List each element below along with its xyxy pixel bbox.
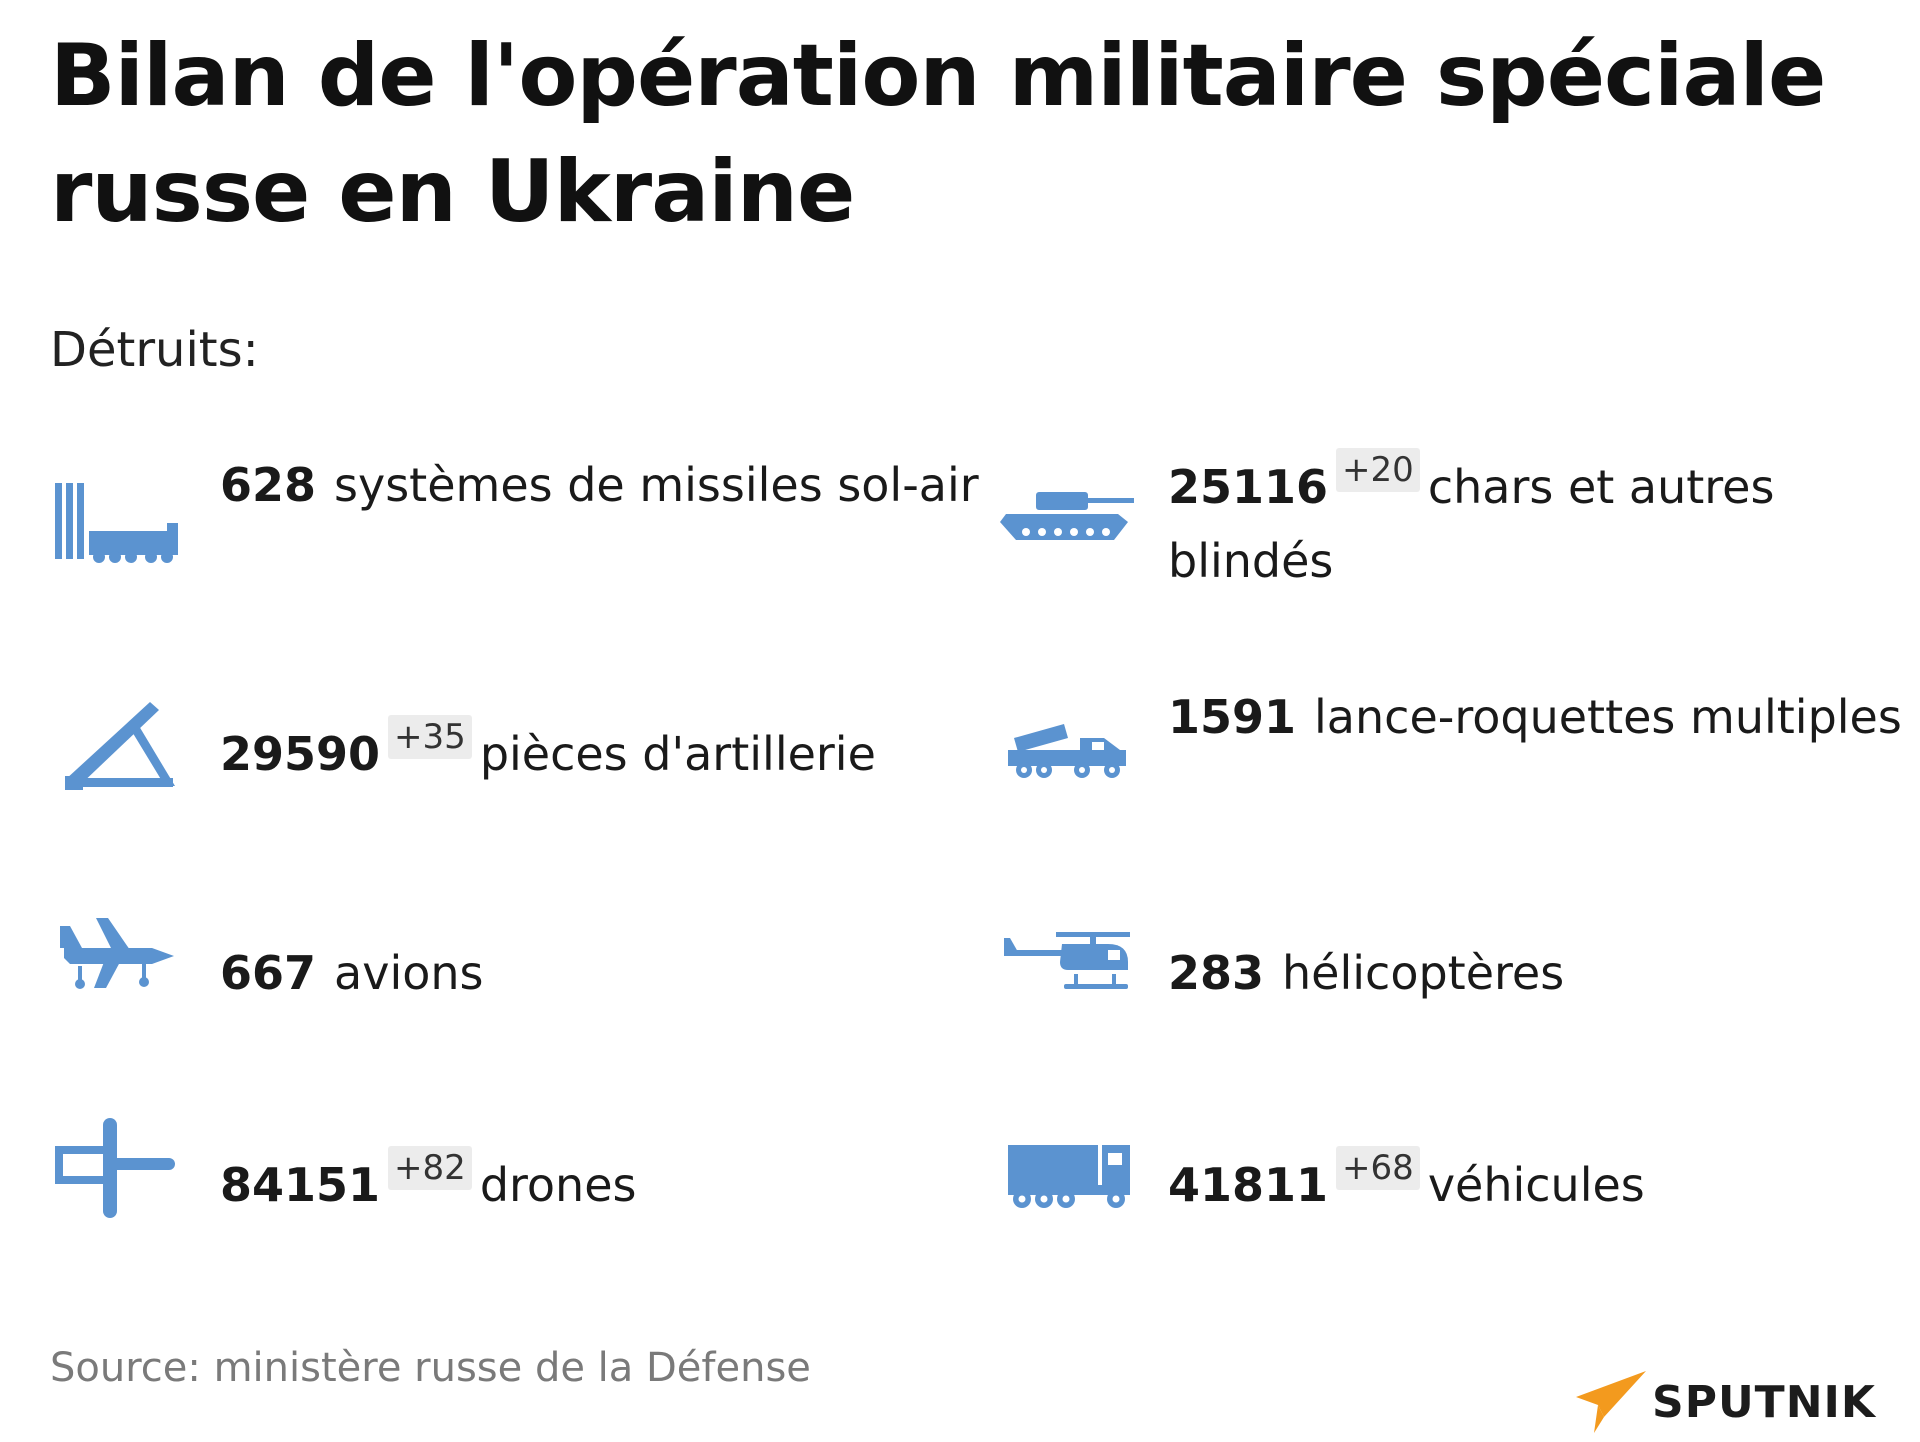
helicopter-icon — [1004, 932, 1132, 994]
stat-text: 29590 +35 pièces d'artillerie — [220, 715, 980, 791]
page-title: Bilan de l'opération militaire spéciale … — [50, 26, 1826, 242]
stat-label: lance-roquettes multiples — [1314, 690, 1902, 744]
sputnik-logo: SPUTNIK — [1576, 1362, 1876, 1442]
stat-value: 84151 — [220, 1158, 381, 1212]
stat-delta-badge: +20 — [1336, 448, 1420, 492]
stat-text: 41811 +68 véhicules — [1168, 1146, 1908, 1222]
stat-label: chars et autres blindés — [1168, 460, 1775, 588]
sputnik-logo-icon — [1576, 1371, 1647, 1433]
stat-text: 283 hélicoptères — [1168, 936, 1908, 1010]
stat-text: 1591 lance-roquettes multiples — [1168, 680, 1908, 754]
stat-value: 41811 — [1168, 1158, 1329, 1212]
drone-icon — [55, 1118, 175, 1218]
stat-label: véhicules — [1427, 1158, 1645, 1212]
stat-text: 84151 +82 drones — [220, 1146, 980, 1222]
truck-icon — [1008, 1145, 1130, 1210]
stat-value: 25116 — [1168, 460, 1329, 514]
tank-icon — [1000, 488, 1135, 550]
stat-label: hélicoptères — [1282, 946, 1565, 1000]
stat-label: systèmes de missiles sol-air — [334, 458, 979, 512]
stat-value: 29590 — [220, 727, 381, 781]
stat-label: pièces d'artillerie — [479, 727, 876, 781]
stat-label: avions — [334, 946, 484, 1000]
stat-text: 628 systèmes de missiles sol-air — [220, 448, 980, 522]
rocket-launcher-icon — [1008, 724, 1128, 782]
logo-text: SPUTNIK — [1652, 1376, 1876, 1428]
stat-delta-badge: +82 — [388, 1146, 472, 1190]
source-note: Source: ministère russe de la Défense — [50, 1345, 811, 1391]
stat-text: 667 avions — [220, 936, 980, 1010]
stat-value: 628 — [220, 458, 317, 512]
stat-value: 667 — [220, 946, 317, 1000]
artillery-icon — [65, 700, 175, 792]
section-label: Détruits: — [50, 322, 259, 378]
stat-delta-badge: +35 — [388, 715, 472, 759]
stat-label: drones — [479, 1158, 637, 1212]
stat-text: 25116 +20 chars et autres blindés — [1168, 448, 1908, 598]
sam-launcher-icon — [55, 483, 180, 563]
stat-value: 283 — [1168, 946, 1265, 1000]
stat-value: 1591 — [1168, 690, 1297, 744]
plane-icon — [60, 918, 175, 1000]
stat-delta-badge: +68 — [1336, 1146, 1420, 1190]
